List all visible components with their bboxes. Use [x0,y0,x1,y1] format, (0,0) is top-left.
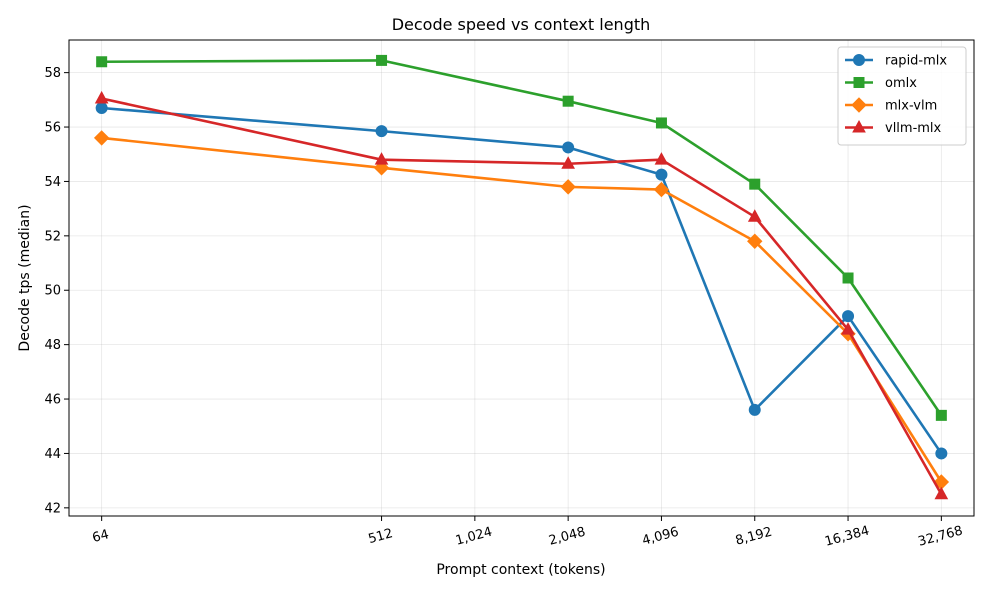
legend-marker [853,77,865,88]
data-point-vllm-mlx [747,209,762,222]
data-point-omlx [935,409,947,421]
legend-marker [852,119,866,133]
legend-label: vllm-mlx [885,121,942,136]
data-point-omlx [376,54,388,66]
y-tick-label: 46 [44,393,61,408]
data-point-omlx [655,117,667,129]
legend-item-omlx: omlx [845,76,917,91]
series-rapid-mlx [95,102,948,460]
legend-item-rapid-mlx: rapid-mlx [845,54,947,69]
data-point-mlx-vlm [653,181,670,198]
y-tick-label: 42 [44,501,61,516]
y-tick-label: 44 [44,447,61,462]
x-axis-label: Prompt context (tokens) [436,562,605,578]
x-tick-label: 64 [91,527,111,546]
data-point-vllm-mlx [934,486,949,500]
data-point-rapid-mlx [95,102,108,114]
data-point-rapid-mlx [375,125,388,138]
y-axis: 42 44 46 48 50 52 54 56 58 [44,66,69,516]
series-layer [93,54,950,500]
data-point-vllm-mlx [561,156,575,169]
y-tick-label: 58 [44,66,61,81]
y-tick-label: 50 [44,284,61,299]
chart-title: Decode speed vs context length [392,15,651,34]
data-point-mlx-vlm [560,179,576,195]
data-point-omlx [842,272,854,284]
y-tick-label: 56 [44,121,61,136]
data-point-mlx-vlm [93,130,110,146]
data-point-rapid-mlx [935,447,948,460]
y-tick-label: 52 [44,229,61,244]
data-point-omlx [749,178,761,190]
y-tick-label: 48 [44,338,61,353]
data-point-omlx [562,95,574,107]
plot-frame [68,39,975,517]
data-point-rapid-mlx [842,310,855,323]
legend-label: mlx-vlm [885,99,937,114]
legend-label: rapid-mlx [885,54,947,69]
data-point-mlx-vlm [747,233,763,249]
x-tick-label: 512 [367,526,395,547]
legend-item-vllm-mlx: vllm-mlx [845,119,942,136]
data-point-vllm-mlx [841,322,855,335]
data-point-rapid-mlx [655,168,668,181]
data-point-vllm-mlx [654,152,669,165]
legend-marker [853,54,865,66]
data-point-omlx [96,56,108,68]
y-tick-label: 54 [44,175,61,190]
series-vllm-mlx [94,90,949,500]
legend: rapid-mlx omlx mlx-vlm vllm-mlx [837,46,967,146]
data-point-vllm-mlx [374,152,389,165]
data-point-rapid-mlx [562,141,575,154]
legend-marker [851,97,867,113]
legend-item-mlx-vlm: mlx-vlm [845,97,937,114]
data-point-rapid-mlx [748,403,761,416]
series-omlx [96,54,947,421]
legend-box [837,46,967,146]
y-axis-label: Decode tps (median) [17,204,33,351]
data-point-vllm-mlx [94,90,109,104]
legend-label: omlx [885,76,917,91]
